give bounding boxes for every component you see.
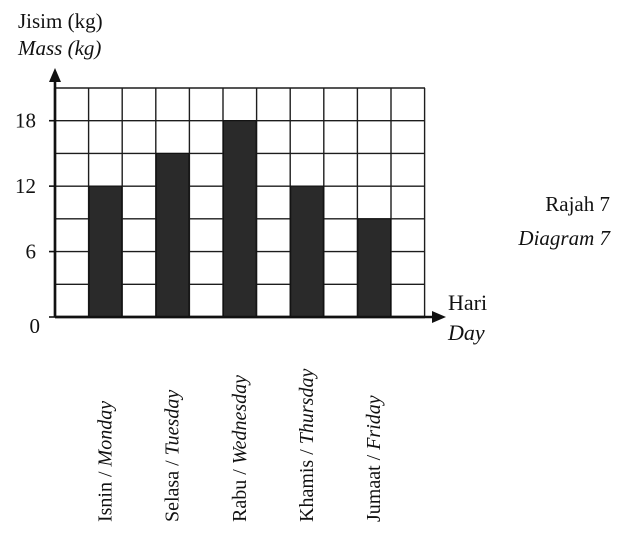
y-axis-title-english: Mass (kg) [18, 36, 102, 60]
bar-series [88, 120, 391, 318]
y-axis-title-malay: Jisim (kg) [18, 9, 103, 33]
bar [155, 152, 190, 318]
diagram-caption-malay: Rajah 7 [545, 192, 610, 216]
y-tick-label: 18 [15, 109, 36, 133]
x-categories: Isnin / Monday Selasa / Tuesday Rabu / Wed… [94, 369, 385, 522]
y-tick-label: 12 [15, 174, 36, 198]
x-category-label: Selasa / Tuesday [162, 390, 184, 522]
diagram-caption-english: Diagram 7 [518, 226, 610, 250]
y-axis-title: Jisim (kg) Mass (kg) [18, 8, 103, 62]
bar [290, 185, 324, 318]
y-axis-arrow-icon [49, 68, 61, 82]
bar [357, 218, 391, 318]
x-axis-title-malay: Hari [448, 290, 488, 315]
bar [88, 185, 123, 318]
y-tick-label: 0 [30, 314, 41, 338]
x-axis-arrow-icon [432, 311, 446, 323]
axes [49, 68, 446, 323]
x-category-label: Khamis / Thursday [296, 369, 318, 522]
x-axis-title: Hari Day [448, 288, 487, 348]
x-category-label: Isnin / Monday [94, 401, 116, 522]
y-ticks: 0 6 12 18 [15, 109, 55, 338]
bar [223, 120, 257, 318]
y-tick-label: 6 [26, 240, 37, 264]
x-category-label: Rabu / Wednesday [229, 375, 251, 522]
x-axis-title-english: Day [448, 320, 485, 345]
diagram-caption: Rajah 7 Diagram 7 [518, 187, 610, 255]
x-category-label: Jumaat / Friday [363, 395, 385, 522]
